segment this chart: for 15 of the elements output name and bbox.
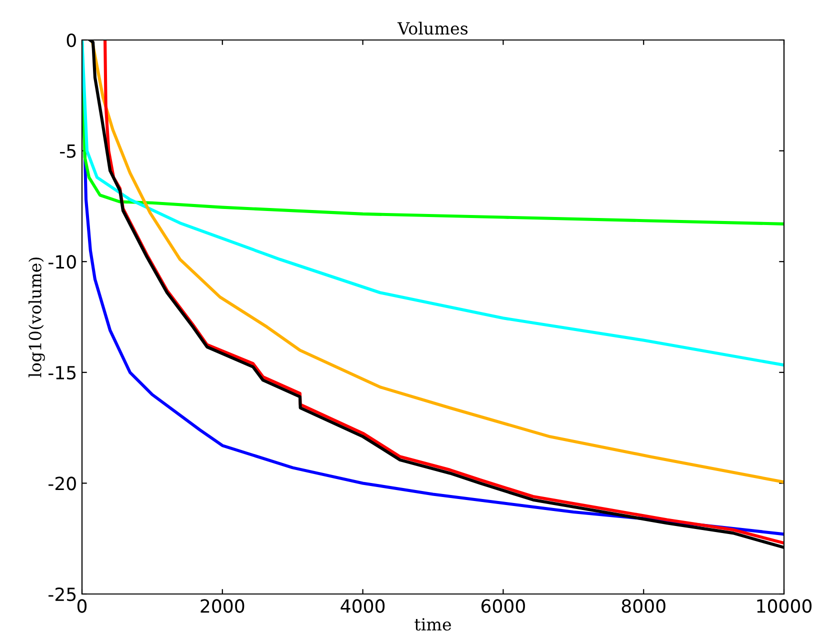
y-tick-label: 0 [66,33,76,48]
x-tick-label: 2000 [200,599,244,613]
y-tick-label: -10 [48,255,76,269]
chart-title: Volumes [397,22,468,35]
x-tick-label: 0 [77,599,87,613]
x-tick-label: 8000 [622,599,666,613]
y-axis-title: log10(volume) [28,258,45,378]
x-tick-label: 10000 [757,599,812,613]
y-tick-label: -20 [48,476,76,490]
y-tick-label: -25 [48,587,76,602]
x-axis-title: time [414,618,452,631]
x-tick-label: 6000 [481,599,525,613]
y-tick-label: -15 [48,366,76,380]
x-tick-label: 4000 [340,599,385,613]
y-tick-label: -5 [60,144,76,158]
